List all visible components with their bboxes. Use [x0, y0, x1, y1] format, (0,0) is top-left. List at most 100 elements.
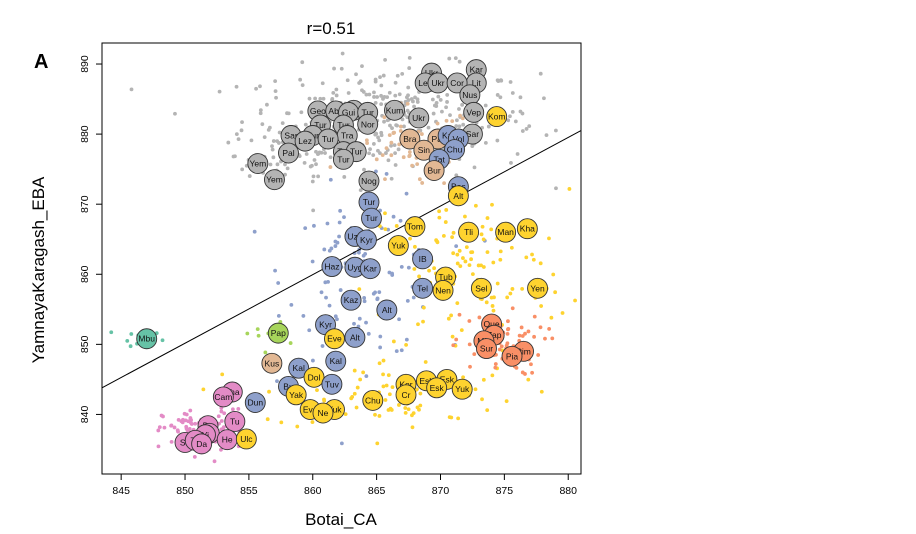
- sample-point: [316, 174, 321, 179]
- sample-point: [484, 300, 489, 305]
- sample-point: [231, 154, 236, 159]
- sample-point: [394, 349, 399, 354]
- sample-point: [372, 90, 376, 95]
- sample-point: [373, 290, 377, 295]
- sample-point: [413, 95, 417, 100]
- population-marker: [303, 366, 325, 388]
- population-label: Alt: [382, 305, 393, 315]
- population-label: Lez: [298, 136, 312, 146]
- population-marker: [355, 229, 377, 251]
- population-marker: [399, 128, 421, 150]
- population-label: Mbu: [138, 334, 155, 344]
- sample-point: [275, 162, 280, 167]
- population-label: Kal: [293, 363, 305, 373]
- population-label: Gui: [342, 107, 355, 117]
- sample-point: [446, 316, 451, 321]
- sample-point: [379, 83, 384, 88]
- sample-point: [483, 103, 488, 108]
- sample-point: [357, 287, 362, 292]
- sample-point: [407, 66, 412, 70]
- sample-point: [220, 372, 225, 377]
- sample-point: [389, 176, 394, 181]
- population-marker: [267, 322, 289, 344]
- sample-point: [345, 78, 350, 83]
- sample-point: [454, 124, 459, 128]
- population-label: Uzb: [347, 231, 362, 241]
- sample-point: [399, 264, 404, 269]
- sample-point: [184, 412, 189, 417]
- sample-point: [532, 314, 537, 319]
- sample-point: [319, 290, 324, 295]
- population-marker: [321, 373, 343, 395]
- sample-point: [404, 343, 408, 347]
- sample-point: [406, 98, 411, 102]
- x-axis-label: Botai_CA: [305, 510, 377, 529]
- sample-point: [441, 233, 446, 238]
- sample-point: [498, 257, 503, 262]
- population-marker: [357, 113, 379, 135]
- panel-label: A: [34, 51, 48, 73]
- population-marker: [395, 384, 417, 406]
- sample-point: [423, 360, 428, 364]
- sample-point: [539, 389, 544, 394]
- sample-point: [430, 97, 435, 102]
- sample-point: [360, 64, 364, 68]
- sample-point: [457, 107, 461, 111]
- population-marker: [294, 130, 316, 152]
- sample-point: [239, 128, 244, 133]
- population-label: Sar: [466, 129, 479, 139]
- sample-point: [417, 177, 422, 182]
- population-marker: [426, 377, 448, 399]
- sample-point: [375, 297, 380, 302]
- sample-point: [245, 331, 250, 336]
- population-marker: [423, 160, 445, 181]
- sample-point: [301, 314, 306, 318]
- population-label: Kar: [364, 264, 377, 274]
- sample-point: [394, 224, 399, 228]
- sample-point: [454, 244, 459, 249]
- sample-point: [313, 96, 318, 101]
- sample-point: [531, 257, 536, 262]
- sample-point: [483, 140, 488, 145]
- sample-point: [498, 95, 503, 100]
- sample-point: [382, 115, 387, 120]
- sample-point: [473, 387, 478, 392]
- sample-point: [169, 439, 174, 444]
- sample-point: [508, 80, 513, 84]
- sample-point: [160, 338, 165, 343]
- sample-point: [157, 425, 162, 430]
- sample-point: [383, 211, 387, 216]
- sample-point: [320, 81, 325, 86]
- population-marker: [247, 153, 269, 174]
- sample-point: [277, 141, 281, 145]
- sample-point: [322, 398, 327, 403]
- population-marker: [470, 277, 492, 299]
- sample-point: [477, 315, 482, 320]
- sample-point: [335, 317, 339, 322]
- population-label: Sin: [418, 145, 431, 155]
- sample-point: [470, 272, 475, 277]
- x-axis: 845 850 855 860 865 870 875 880: [112, 474, 577, 497]
- sample-point: [407, 153, 412, 158]
- population-marker: [359, 258, 381, 280]
- sample-point: [455, 301, 460, 306]
- sample-point: [392, 130, 397, 135]
- sample-point: [234, 84, 239, 89]
- sample-point: [461, 122, 466, 127]
- sample-point: [472, 165, 477, 170]
- sample-point: [504, 399, 509, 404]
- sample-point: [384, 383, 389, 388]
- sample-point: [219, 447, 223, 452]
- sample-point: [159, 413, 164, 418]
- sample-point: [509, 245, 514, 250]
- sample-point: [485, 408, 490, 413]
- sample-point: [384, 146, 389, 151]
- sample-point: [412, 267, 417, 271]
- population-label: Tur: [365, 213, 378, 223]
- sample-point: [547, 236, 551, 241]
- sample-point: [271, 155, 276, 160]
- population-marker: [404, 216, 426, 238]
- y-tick-label: 860: [79, 265, 91, 283]
- population-marker: [136, 328, 158, 350]
- sample-point: [346, 91, 351, 95]
